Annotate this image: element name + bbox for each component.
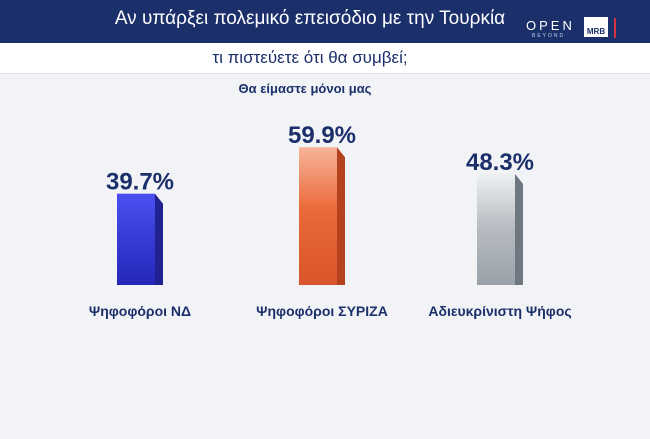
value-label-syriza: 59.9% [288,122,356,149]
bar-side-syriza [337,147,345,285]
pollster-badge: MRB [584,17,608,37]
bar-syriza [299,147,337,285]
bar-nd [117,193,155,285]
chart-title: Θα είμαστε μόνοι μας [238,81,372,96]
bar-side-nd [155,193,163,285]
question-subtitle: τι πιστεύετε ότι θα συμβεί; [212,48,408,67]
subtitle-bar: τι πιστεύετε ότι θα συμβεί; [0,43,650,74]
brand-tagline: BEYOND [532,33,566,39]
accent-stripe [614,18,616,38]
value-label-nd: 39.7% [106,169,174,196]
brand-logo: OPEN [526,18,575,33]
bar-undecided [477,173,515,285]
category-label-nd: Ψηφοφόροι ΝΔ [89,303,191,319]
bar-side-undecided [515,173,523,285]
question-title: Αν υπάρξει πολεμικό επεισόδιο με την Του… [114,8,506,29]
value-label-undecided: 48.3% [466,149,534,176]
category-label-syriza: Ψηφοφόροι ΣΥΡΙΖΑ [256,303,388,319]
header-bar: Αν υπάρξει πολεμικό επεισόδιο με την Του… [0,0,650,43]
category-label-undecided: Αδιευκρίνιστη Ψήφος [428,303,571,319]
